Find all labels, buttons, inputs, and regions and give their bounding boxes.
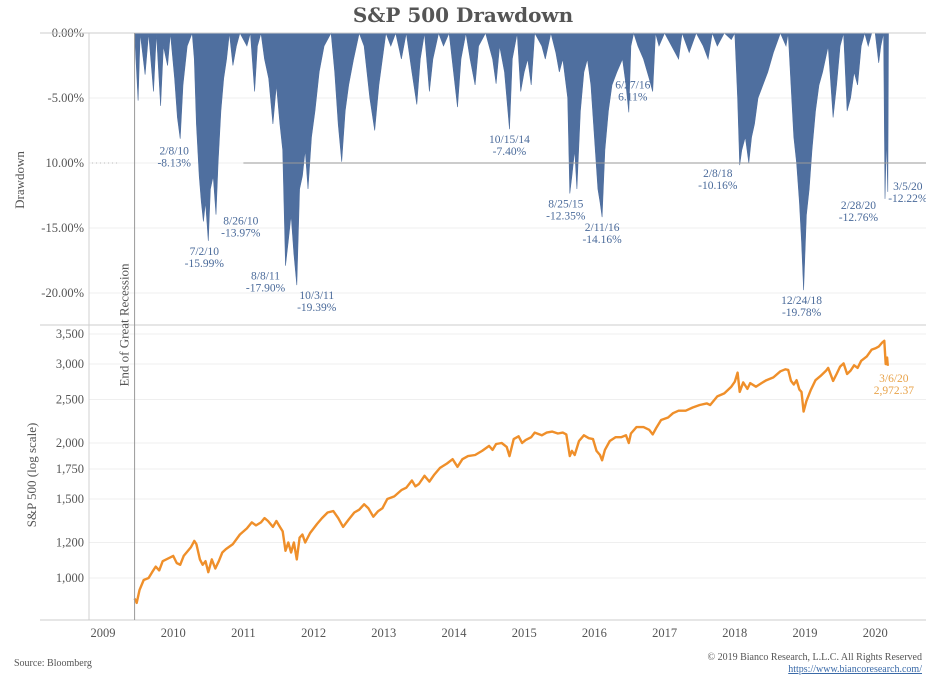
x-tick-label: 2009	[91, 626, 116, 640]
price-y-axis-title: S&P 500 (log scale)	[24, 423, 39, 528]
drawdown-area-series	[134, 31, 889, 291]
annotation-value: -17.90%	[246, 283, 286, 295]
annotation-value: 6.11%	[618, 91, 648, 103]
x-tick-label: 2018	[722, 626, 747, 640]
drawdown-y-axis-title: Drawdown	[12, 151, 27, 209]
drawdown-annotation: 10/3/11-19.39%	[297, 290, 337, 314]
price-annotations: 3/6/202,972.37	[874, 373, 915, 397]
drawdown-y-tick-labels: 0.00%-5.00%10.00%-15.00%-20.00%	[41, 26, 84, 300]
x-tick-label: 2017	[652, 626, 677, 640]
drawdown-y-tick-label: -5.00%	[48, 91, 84, 105]
price-y-tick-label: 1,750	[56, 462, 84, 476]
price-annotation: 3/6/202,972.37	[874, 373, 915, 397]
price-line	[133, 339, 889, 605]
drawdown-panel: 0.00%-5.00%10.00%-15.00%-20.00% Drawdown…	[12, 26, 926, 319]
annotation-date: 8/8/11	[251, 271, 280, 283]
annotation-value: -12.76%	[839, 212, 879, 224]
price-line-series	[133, 339, 889, 605]
price-y-tick-label: 2,000	[56, 436, 84, 450]
drawdown-area	[134, 31, 889, 291]
price-y-tick-label: 1,500	[56, 492, 84, 506]
drawdown-annotation: 6/27/166.11%	[615, 79, 650, 103]
annotation-date: 2/11/16	[585, 222, 620, 234]
x-tick-label: 2016	[582, 626, 607, 640]
price-y-tick-label: 3,500	[56, 327, 84, 341]
drawdown-annotations: 2/8/10-8.13%7/2/10-15.99%8/26/10-13.97%8…	[157, 79, 926, 319]
drawdown-annotation: 3/5/20-12.22%	[888, 181, 926, 205]
drawdown-annotation: 7/2/10-15.99%	[185, 246, 225, 270]
price-panel: 1,000 1,200 1,500 1,750 2,000 2,500 3,000 3,500…	[24, 327, 926, 605]
x-tick-label: 2010	[161, 626, 186, 640]
drawdown-annotation: 2/28/20-12.76%	[839, 200, 879, 224]
price-gridlines	[89, 333, 926, 579]
drawdown-annotation: 8/26/10-13.97%	[221, 216, 261, 240]
annotation-value: -12.35%	[546, 211, 586, 223]
annotation-date: 6/27/16	[615, 79, 650, 91]
annotation-value: -8.13%	[157, 158, 191, 170]
x-tick-label: 2019	[793, 626, 818, 640]
annotation-date: 3/6/20	[879, 373, 909, 385]
x-tick-label: 2014	[442, 626, 468, 640]
drawdown-annotation: 8/8/11-17.90%	[246, 271, 286, 295]
drawdown-annotation: 12/24/18-19.78%	[781, 295, 822, 319]
drawdown-y-tick-label: -15.00%	[41, 221, 84, 235]
price-y-tick-label: 1,200	[56, 535, 84, 549]
drawdown-y-tick-label: -20.00%	[41, 286, 84, 300]
price-y-tick-label: 2,500	[56, 393, 84, 407]
drawdown-annotation: 2/8/10-8.13%	[157, 146, 191, 170]
x-tick-label: 2013	[371, 626, 396, 640]
annotation-date: 8/26/10	[223, 216, 258, 228]
x-tick-label: 2020	[863, 626, 888, 640]
annotation-value: -12.22%	[888, 193, 926, 205]
annotation-value: -19.39%	[297, 302, 337, 314]
copyright-note: © 2019 Bianco Research, L.L.C. All Right…	[707, 652, 922, 663]
drawdown-annotation: 2/8/18-10.16%	[698, 168, 738, 192]
website-link[interactable]: https://www.biancoresearch.com/	[788, 664, 922, 675]
price-y-tick-label: 1,000	[56, 571, 84, 585]
drawdown-annotation: 10/15/14-7.40%	[489, 134, 530, 158]
annotation-date: 10/15/14	[489, 134, 530, 146]
drawdown-annotation: 2/11/16-14.16%	[582, 222, 622, 246]
annotation-value: -15.99%	[185, 258, 225, 270]
annotation-value: -13.97%	[221, 228, 261, 240]
annotation-date: 2/28/20	[841, 200, 876, 212]
annotation-date: 10/3/11	[299, 290, 334, 302]
recession-marker-label: End of Great Recession	[117, 263, 132, 387]
annotation-date: 2/8/18	[703, 168, 733, 180]
annotation-value: -7.40%	[493, 146, 527, 158]
annotation-value: -19.78%	[782, 307, 822, 319]
annotation-date: 7/2/10	[190, 246, 220, 258]
price-y-tick-labels: 1,000 1,200 1,500 1,750 2,000 2,500 3,000 3,500	[56, 327, 84, 585]
chart-title: S&P 500 Drawdown	[353, 3, 574, 27]
x-tick-label: 2011	[231, 626, 256, 640]
price-y-tick-label: 3,000	[56, 357, 84, 371]
annotation-value: 2,972.37	[874, 385, 915, 397]
drawdown-y-tick-label: 10.00%	[45, 156, 84, 170]
source-note: Source: Bloomberg	[14, 658, 92, 669]
x-tick-labels: 2009 2010 2011 2012 2013 2014 2015 2016 2017 2018…	[91, 626, 888, 640]
annotation-date: 2/8/10	[160, 146, 190, 158]
annotation-date: 3/5/20	[893, 181, 923, 193]
annotation-date: 12/24/18	[781, 295, 822, 307]
annotation-date: 8/25/15	[548, 199, 583, 211]
x-tick-label: 2012	[301, 626, 326, 640]
annotation-value: -14.16%	[582, 234, 622, 246]
drawdown-annotation: 8/25/15-12.35%	[546, 199, 586, 223]
x-tick-label: 2015	[512, 626, 537, 640]
annotation-value: -10.16%	[698, 180, 738, 192]
